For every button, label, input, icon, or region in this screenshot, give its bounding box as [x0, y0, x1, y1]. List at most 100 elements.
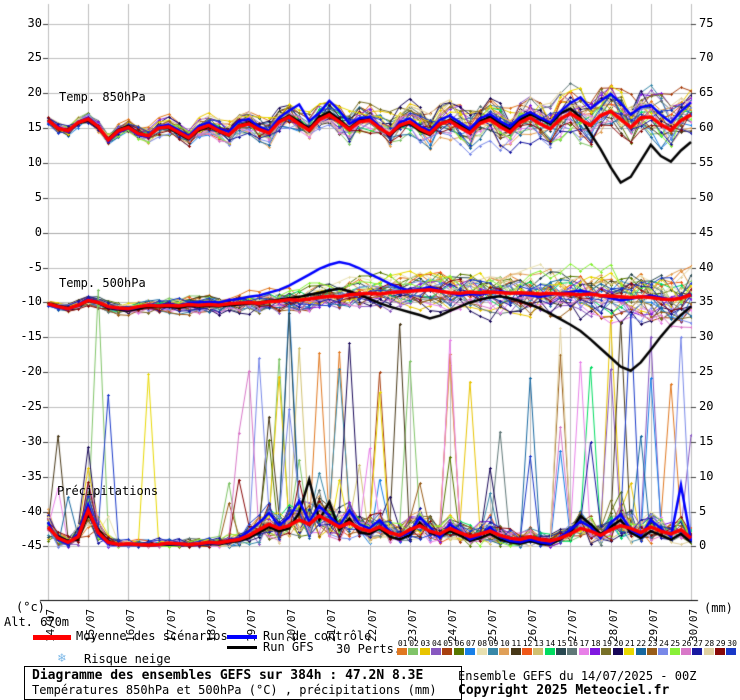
pert-key-22: 22 [635, 640, 647, 655]
pert-key-30: 30 [726, 640, 737, 655]
pert-number: 15 [556, 639, 567, 648]
pert-color-swatch [703, 648, 714, 655]
pert-key-11: 11 [510, 639, 522, 655]
pert-color-swatch [680, 648, 691, 655]
pert-number: 11 [511, 639, 522, 648]
pert-key-21: 21 [624, 640, 635, 655]
right-tick-65: 65 [699, 85, 714, 100]
pert-color-swatch [544, 648, 555, 655]
pert-key-05: 05 [442, 640, 453, 655]
snowflake-icon: ❄ [58, 651, 66, 666]
right-tick-35: 35 [699, 294, 714, 309]
pert-number: 29 [715, 639, 726, 648]
panel-label-temp850: Temp. 850hPa [59, 90, 146, 104]
pert-key-07: 07 [465, 640, 476, 655]
run-info: Ensemble GEFS du 14/07/2025 - 00Z [458, 669, 697, 683]
right-tick-50: 50 [699, 189, 714, 204]
pert-color-swatch [715, 648, 726, 655]
pert-number: 23 [647, 639, 658, 648]
right-tick-60: 60 [699, 120, 714, 135]
pert-number: 24 [659, 639, 669, 648]
pert-color-swatch [408, 648, 419, 655]
pert-number: 10 [500, 639, 510, 648]
date-label-27-07: 27/07 [566, 608, 580, 642]
pert-color-swatch [397, 648, 407, 655]
pert-number: 07 [466, 639, 476, 648]
pert-number: 12 [522, 639, 533, 648]
left-tick-25: 25 [27, 50, 42, 65]
left-tick--5: -5 [27, 259, 42, 274]
pert-number: 13 [534, 639, 544, 648]
pert-number: 03 [420, 639, 431, 648]
left-tick--10: -10 [20, 294, 42, 309]
left-tick--25: -25 [20, 399, 42, 414]
perturbation-color-key: 01 02 03 04 05 06 07 08 09 10 11 12 13 14 15 16 17 18 19 20… [397, 640, 739, 659]
pert-color-swatch [567, 648, 578, 655]
pert-number: 19 [602, 639, 612, 648]
left-tick--40: -40 [20, 503, 42, 518]
legend-gfs-swatch [227, 646, 257, 649]
left-tick-5: 5 [34, 189, 42, 204]
pert-key-23: 23 [646, 639, 658, 655]
altitude-label: Alt. 670m [4, 615, 70, 629]
pert-color-swatch [419, 648, 430, 655]
right-tick-75: 75 [699, 15, 714, 30]
legend-mean-label: Moyenne des scénarios [76, 629, 228, 643]
left-tick-30: 30 [27, 15, 42, 30]
pert-number: 20 [613, 639, 624, 648]
pert-color-swatch [556, 648, 567, 655]
pert-key-08: 08 [476, 639, 488, 655]
legend-control-swatch [227, 635, 257, 639]
legend-mean-swatch [33, 635, 71, 640]
left-tick--45: -45 [20, 538, 42, 553]
pert-color-swatch [646, 648, 657, 655]
left-tick--30: -30 [20, 433, 42, 448]
right-tick-40: 40 [699, 259, 714, 274]
right-tick-45: 45 [699, 224, 714, 239]
date-label-25-07: 25/07 [486, 608, 500, 642]
date-label-30-07: 30/07 [687, 608, 700, 642]
pert-key-04: 04 [431, 640, 442, 655]
ensemble-chart-canvas [0, 0, 740, 612]
pert-number: 09 [488, 639, 499, 648]
pert-color-swatch [612, 648, 623, 655]
right-tick-15: 15 [699, 433, 714, 448]
left-tick--15: -15 [20, 329, 42, 344]
copyright: Copyright 2025 Meteociel.fr [458, 683, 670, 698]
pert-key-06: 06 [453, 639, 465, 655]
left-axis-unit: (°c) [16, 600, 45, 614]
pert-color-swatch [533, 648, 544, 655]
left-tick--20: -20 [20, 364, 42, 379]
pert-color-swatch [726, 648, 737, 655]
date-label-28-07: 28/07 [606, 608, 620, 642]
pert-color-swatch [442, 648, 453, 655]
date-label-24-07: 24/07 [445, 608, 459, 642]
pert-key-13: 13 [533, 640, 544, 655]
pert-key-27: 27 [692, 640, 703, 655]
pert-number: 21 [625, 639, 635, 648]
pert-key-24: 24 [658, 640, 669, 655]
pert-number: 26 [681, 639, 692, 648]
pert-key-09: 09 [487, 639, 499, 655]
pert-number: 30 [727, 639, 737, 648]
pert-color-swatch [578, 648, 589, 655]
right-tick-0: 0 [699, 538, 707, 553]
pert-number: 18 [590, 639, 601, 648]
left-tick-10: 10 [27, 154, 42, 169]
pert-number: 06 [454, 639, 465, 648]
pert-number: 27 [693, 639, 703, 648]
pert-color-swatch [601, 648, 612, 655]
pert-key-29: 29 [715, 640, 726, 655]
legend-control-label: Run de contrôle [263, 629, 372, 643]
pert-key-01: 01 [397, 640, 408, 655]
chart-title: Diagramme des ensembles GEFS sur 384h : … [32, 668, 424, 683]
pert-key-15: 15 [556, 640, 567, 655]
pert-number: 08 [477, 639, 488, 648]
pert-number: 16 [568, 639, 578, 648]
pert-key-28: 28 [703, 640, 715, 655]
legend-perts-label: 30 Perts. [336, 642, 402, 656]
left-tick-0: 0 [34, 224, 42, 239]
pert-number: 05 [443, 639, 453, 648]
pert-key-25: 25 [669, 640, 681, 655]
pert-number: 04 [431, 639, 442, 648]
